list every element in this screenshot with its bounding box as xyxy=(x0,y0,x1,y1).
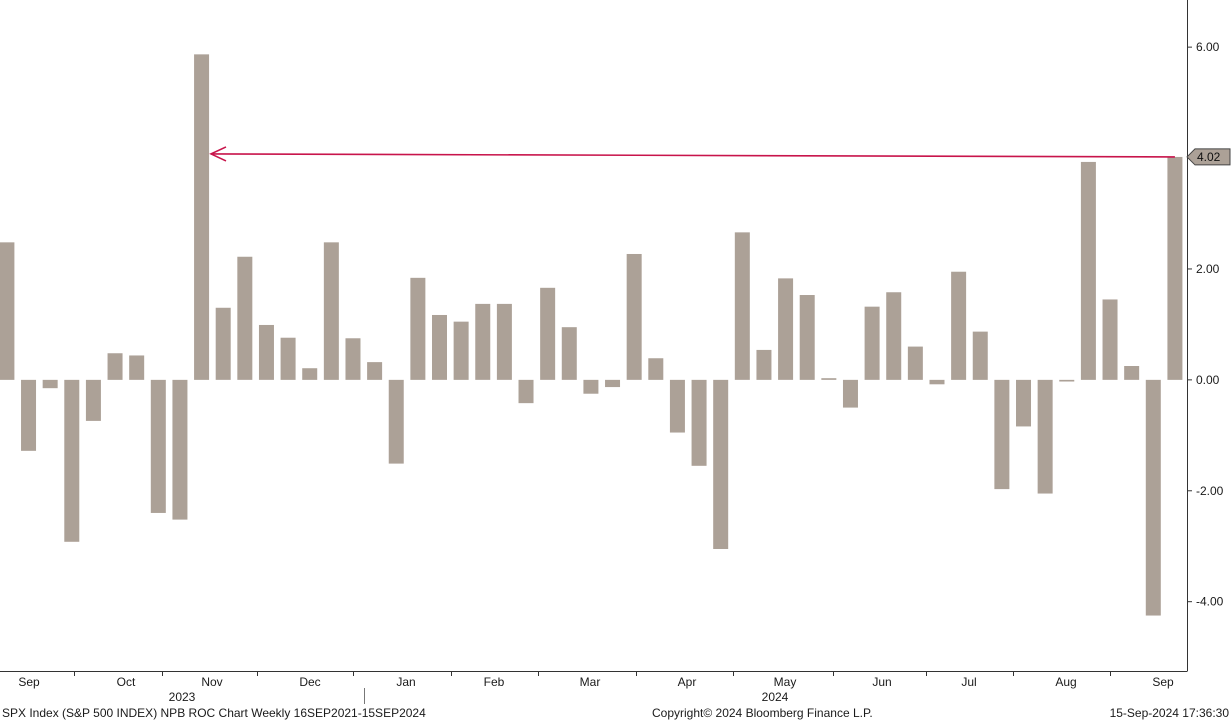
bar xyxy=(21,379,37,451)
bar xyxy=(778,278,794,380)
bar xyxy=(994,379,1010,490)
bar xyxy=(345,338,361,380)
bar xyxy=(605,379,621,388)
bar xyxy=(886,292,902,380)
bar-series xyxy=(0,54,1183,616)
bar xyxy=(1124,366,1140,380)
month-label: Dec xyxy=(299,675,320,689)
bar xyxy=(302,368,318,380)
footer-copyright: Copyright© 2024 Bloomberg Finance L.P. xyxy=(652,706,873,720)
month-label: Mar xyxy=(580,675,601,689)
month-label: Aug xyxy=(1055,675,1076,689)
bar xyxy=(280,337,296,380)
month-label: Apr xyxy=(678,675,697,689)
last-value-tag-shape xyxy=(1186,148,1231,166)
bar xyxy=(561,327,577,380)
y-tick-label: -2.00 xyxy=(1196,484,1224,498)
year-label: 2024 xyxy=(762,690,789,704)
bar xyxy=(388,379,404,464)
bar xyxy=(42,379,58,389)
bar xyxy=(475,303,491,380)
bar xyxy=(1016,379,1032,427)
last-value-tag: 4.02 xyxy=(1186,148,1231,166)
bar xyxy=(0,242,15,380)
bar xyxy=(799,295,815,380)
footer-security-description: SPX Index (S&P 500 INDEX) NPB ROC Chart … xyxy=(2,706,426,720)
x-axis: Sep Oct Nov Dec Jan Feb Mar Apr May Jun Jul Aug Sep 2… xyxy=(0,671,1187,704)
bar xyxy=(1080,161,1096,380)
y-axis: 6.004.002.000.00-2.00-4.00 xyxy=(1187,0,1224,672)
bar xyxy=(64,379,80,542)
bar xyxy=(648,358,664,380)
month-label: Jul xyxy=(961,675,976,689)
y-tick-label: 0.00 xyxy=(1196,373,1220,387)
bar xyxy=(734,232,750,380)
last-value-label: 4.02 xyxy=(1197,150,1221,164)
year-label: 2023 xyxy=(169,690,196,704)
month-label: Feb xyxy=(484,675,505,689)
bar xyxy=(1037,379,1053,494)
month-label: Jun xyxy=(872,675,891,689)
bar xyxy=(1167,156,1183,380)
bar xyxy=(432,314,447,380)
bar xyxy=(453,321,469,380)
month-label: Sep xyxy=(1152,675,1174,689)
bar xyxy=(713,379,729,549)
bar xyxy=(929,379,945,385)
bar xyxy=(540,287,556,380)
bar xyxy=(237,256,253,380)
bar xyxy=(1059,379,1075,382)
bar xyxy=(367,362,383,380)
bar xyxy=(410,277,426,380)
month-label: Sep xyxy=(18,675,40,689)
footer-timestamp: 15-Sep-2024 17:36:30 xyxy=(1109,706,1229,720)
annotation-layer: 4.02 xyxy=(209,146,1231,166)
bar xyxy=(951,271,967,380)
bar xyxy=(864,306,880,380)
bar xyxy=(669,379,685,433)
bar xyxy=(107,353,123,380)
annotation-arrow-line xyxy=(210,153,1175,158)
bar xyxy=(583,379,599,394)
bar xyxy=(821,378,837,380)
bar xyxy=(258,324,274,380)
bar xyxy=(323,242,339,380)
annotation-arrowhead xyxy=(209,146,227,162)
month-label: Oct xyxy=(117,675,136,689)
month-label: May xyxy=(774,675,797,689)
bar xyxy=(756,349,772,380)
bar xyxy=(972,331,988,380)
bar xyxy=(1145,379,1161,616)
month-label: Jan xyxy=(396,675,415,689)
bar xyxy=(691,379,707,466)
bar xyxy=(215,307,231,380)
month-label: Nov xyxy=(201,675,222,689)
bar xyxy=(1102,299,1118,380)
y-tick-label: 2.00 xyxy=(1196,262,1220,276)
bar xyxy=(129,355,145,380)
bar xyxy=(194,54,210,380)
bar xyxy=(518,379,534,404)
y-tick-label: -4.00 xyxy=(1196,595,1224,609)
bar xyxy=(172,379,188,520)
bar xyxy=(85,379,101,421)
bar xyxy=(626,253,642,380)
bar xyxy=(150,379,166,513)
bar xyxy=(842,379,858,408)
bar xyxy=(907,346,923,380)
y-tick-label: 6.00 xyxy=(1196,40,1220,54)
bar xyxy=(496,303,512,380)
